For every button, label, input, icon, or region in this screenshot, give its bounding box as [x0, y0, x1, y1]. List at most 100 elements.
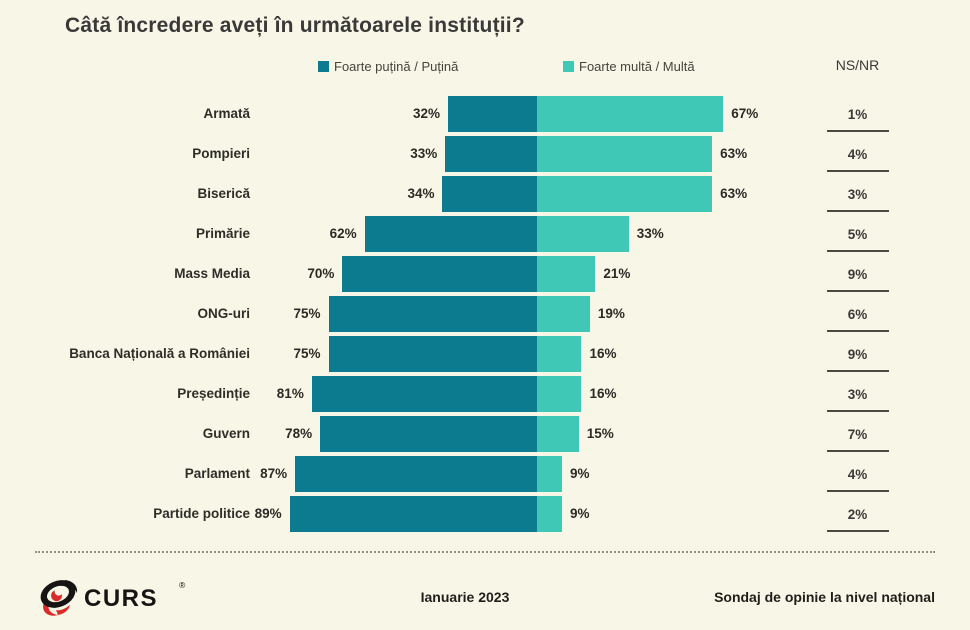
category-label: Banca Națională a României — [69, 345, 250, 361]
negative-value-label: 75% — [293, 346, 321, 361]
negative-value-label: 62% — [329, 226, 357, 241]
bar-area: 32% 67% — [250, 94, 810, 134]
negative-bar — [364, 216, 537, 252]
negative-bar — [328, 336, 537, 372]
negative-bar — [445, 136, 537, 172]
positive-value-label: 63% — [720, 146, 748, 161]
legend-negative-label: Foarte puțină / Puțină — [334, 59, 459, 74]
chart-row: Guvern 78% 15% 7% — [35, 414, 935, 454]
positive-value-label: 63% — [720, 186, 748, 201]
nsnr-value: 5% — [810, 214, 905, 254]
category-label: Președinție — [177, 385, 250, 401]
bar-area: 75% 19% — [250, 294, 810, 334]
negative-bar — [328, 296, 537, 332]
chart-row: Banca Națională a României 75% 16% 9% — [35, 334, 935, 374]
category-label: Mass Media — [174, 265, 250, 281]
bar-area: 87% 9% — [250, 454, 810, 494]
positive-bar — [537, 216, 629, 252]
nsnr-underline — [826, 450, 889, 452]
negative-value-label: 32% — [413, 106, 441, 121]
curs-logo-icon: CURS ® — [40, 580, 186, 616]
positive-value-label: 9% — [570, 506, 590, 521]
nsnr-value: 3% — [810, 174, 905, 214]
category-label: Armată — [203, 105, 250, 121]
page-title: Câtă încredere aveți în următoarele inst… — [65, 14, 525, 37]
positive-bar — [537, 496, 563, 532]
nsnr-underline — [826, 250, 889, 252]
nsnr-underline — [826, 490, 889, 492]
negative-bar — [289, 496, 537, 532]
nsnr-value: 1% — [810, 94, 905, 134]
negative-value-label: 70% — [307, 266, 335, 281]
nsnr-underline — [826, 210, 889, 212]
negative-bar — [448, 96, 537, 132]
nsnr-column-header: NS/NR — [835, 57, 880, 73]
positive-bar — [537, 336, 582, 372]
positive-value-label: 67% — [731, 106, 759, 121]
category-label: Primărie — [195, 225, 250, 241]
nsnr-value: 2% — [810, 494, 905, 534]
positive-bar — [537, 456, 563, 492]
positive-bar — [537, 256, 596, 292]
positive-value-label: 21% — [603, 266, 631, 281]
svg-text:®: ® — [179, 580, 186, 590]
bar-area: 78% 15% — [250, 414, 810, 454]
chart-row: Mass Media 70% 21% 9% — [35, 254, 935, 294]
nsnr-underline — [826, 370, 889, 372]
positive-bar — [537, 136, 713, 172]
bar-area: 33% 63% — [250, 134, 810, 174]
footer-date: Ianuarie 2023 — [420, 589, 510, 605]
positive-value-label: 19% — [597, 306, 625, 321]
positive-swatch-icon — [563, 61, 574, 72]
legend: Foarte puțină / Puțină Foarte multă / Mu… — [0, 57, 970, 79]
nsnr-underline — [826, 170, 889, 172]
nsnr-value: 4% — [810, 134, 905, 174]
nsnr-value: 6% — [810, 294, 905, 334]
nsnr-value: 4% — [810, 454, 905, 494]
nsnr-underline — [826, 290, 889, 292]
positive-value-label: 9% — [570, 466, 590, 481]
negative-value-label: 87% — [260, 466, 288, 481]
bar-area: 34% 63% — [250, 174, 810, 214]
bar-area: 62% 33% — [250, 214, 810, 254]
svg-text:CURS: CURS — [84, 585, 158, 612]
chart-row: Parlament 87% 9% 4% — [35, 454, 935, 494]
category-label: Guvern — [202, 425, 250, 441]
category-label: Parlament — [184, 465, 250, 481]
footer-note: Sondaj de opinie la nivel național — [714, 589, 935, 605]
positive-bar — [537, 296, 590, 332]
nsnr-value: 7% — [810, 414, 905, 454]
chart-row: Armată 32% 67% 1% — [35, 94, 935, 134]
negative-value-label: 81% — [276, 386, 304, 401]
positive-bar — [537, 96, 724, 132]
legend-item-positive: Foarte multă / Multă — [563, 59, 695, 74]
legend-positive-label: Foarte multă / Multă — [579, 59, 695, 74]
negative-swatch-icon — [318, 61, 329, 72]
chart-row: Primărie 62% 33% 5% — [35, 214, 935, 254]
negative-bar — [311, 376, 537, 412]
negative-bar — [342, 256, 537, 292]
bar-area: 75% 16% — [250, 334, 810, 374]
nsnr-underline — [826, 130, 889, 132]
negative-bar — [320, 416, 537, 452]
bar-area: 70% 21% — [250, 254, 810, 294]
chart-row: ONG-uri 75% 19% 6% — [35, 294, 935, 334]
chart-row: Partide politice 89% 9% 2% — [35, 494, 935, 534]
positive-value-label: 15% — [586, 426, 614, 441]
nsnr-underline — [826, 330, 889, 332]
negative-value-label: 75% — [293, 306, 321, 321]
negative-bar — [295, 456, 537, 492]
category-label: ONG-uri — [197, 305, 251, 321]
positive-bar — [537, 176, 713, 212]
category-label: Partide politice — [153, 505, 250, 521]
nsnr-value: 3% — [810, 374, 905, 414]
curs-logo: CURS ® — [35, 575, 255, 619]
chart-row: Președinție 81% 16% 3% — [35, 374, 935, 414]
dotted-separator — [35, 551, 935, 553]
category-label: Biserică — [197, 185, 250, 201]
negative-value-label: 78% — [285, 426, 313, 441]
bar-rows: Armată 32% 67% 1% Pompieri 33% 63% 4% Biserică 34… — [35, 94, 935, 534]
chart-row: Biserică 34% 63% 3% — [35, 174, 935, 214]
nsnr-value: 9% — [810, 254, 905, 294]
bar-area: 81% 16% — [250, 374, 810, 414]
